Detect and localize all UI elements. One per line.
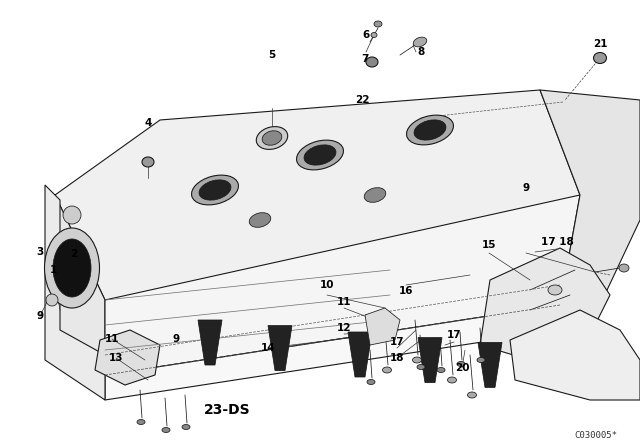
Ellipse shape — [447, 377, 456, 383]
Ellipse shape — [191, 175, 239, 205]
Text: 10: 10 — [320, 280, 334, 290]
Ellipse shape — [46, 294, 58, 306]
Polygon shape — [365, 308, 400, 345]
Ellipse shape — [417, 365, 425, 370]
Polygon shape — [198, 320, 222, 365]
Ellipse shape — [413, 357, 422, 363]
Ellipse shape — [619, 264, 629, 272]
Ellipse shape — [371, 33, 377, 38]
Text: 1: 1 — [49, 265, 56, 275]
Text: C030005*: C030005* — [575, 431, 618, 440]
Ellipse shape — [406, 115, 454, 145]
Ellipse shape — [467, 392, 477, 398]
Ellipse shape — [548, 285, 562, 295]
Polygon shape — [55, 195, 105, 355]
Text: 17: 17 — [390, 337, 404, 347]
Ellipse shape — [437, 367, 445, 372]
Ellipse shape — [199, 180, 231, 200]
Text: 21: 21 — [593, 39, 607, 49]
Polygon shape — [45, 185, 105, 400]
Polygon shape — [55, 90, 580, 300]
Polygon shape — [105, 305, 560, 400]
Text: 20: 20 — [455, 363, 469, 373]
Text: 8: 8 — [417, 47, 424, 57]
Text: 14: 14 — [260, 343, 275, 353]
Ellipse shape — [593, 52, 607, 64]
Ellipse shape — [364, 188, 386, 202]
Ellipse shape — [383, 367, 392, 373]
Ellipse shape — [137, 419, 145, 425]
Polygon shape — [95, 330, 160, 385]
Ellipse shape — [63, 206, 81, 224]
Ellipse shape — [249, 213, 271, 227]
Ellipse shape — [296, 140, 344, 170]
Ellipse shape — [162, 427, 170, 432]
Text: 18: 18 — [390, 353, 404, 363]
Text: 22: 22 — [355, 95, 369, 105]
Ellipse shape — [367, 379, 375, 384]
Polygon shape — [105, 195, 580, 375]
Text: 4: 4 — [144, 118, 152, 128]
Ellipse shape — [304, 145, 336, 165]
Text: 17 18: 17 18 — [541, 237, 573, 247]
Text: 17: 17 — [447, 330, 461, 340]
Ellipse shape — [262, 131, 282, 145]
Ellipse shape — [53, 239, 91, 297]
Polygon shape — [480, 248, 610, 360]
Text: 11: 11 — [105, 334, 119, 344]
Ellipse shape — [457, 362, 465, 366]
Text: 12: 12 — [337, 323, 351, 333]
Text: 23-DS: 23-DS — [204, 403, 250, 417]
Ellipse shape — [256, 127, 288, 149]
Text: 9: 9 — [172, 334, 180, 344]
Polygon shape — [478, 342, 502, 388]
Ellipse shape — [366, 57, 378, 67]
Ellipse shape — [414, 120, 446, 140]
Ellipse shape — [413, 37, 427, 47]
Text: 7: 7 — [362, 54, 369, 64]
Text: 3: 3 — [36, 247, 44, 257]
Text: 9: 9 — [36, 311, 44, 321]
Polygon shape — [540, 90, 640, 305]
Polygon shape — [348, 332, 372, 377]
Text: 5: 5 — [268, 50, 276, 60]
Ellipse shape — [182, 425, 190, 430]
Text: 13: 13 — [109, 353, 124, 363]
Text: 2: 2 — [70, 249, 77, 259]
Polygon shape — [268, 326, 292, 370]
Ellipse shape — [477, 358, 485, 362]
Ellipse shape — [374, 21, 382, 27]
Text: 15: 15 — [482, 240, 496, 250]
Polygon shape — [418, 338, 442, 383]
Text: 11: 11 — [337, 297, 351, 307]
Ellipse shape — [142, 157, 154, 167]
Text: 9: 9 — [522, 183, 529, 193]
Polygon shape — [510, 310, 640, 400]
Text: 6: 6 — [362, 30, 370, 40]
Ellipse shape — [45, 228, 99, 308]
Text: 16: 16 — [399, 286, 413, 296]
